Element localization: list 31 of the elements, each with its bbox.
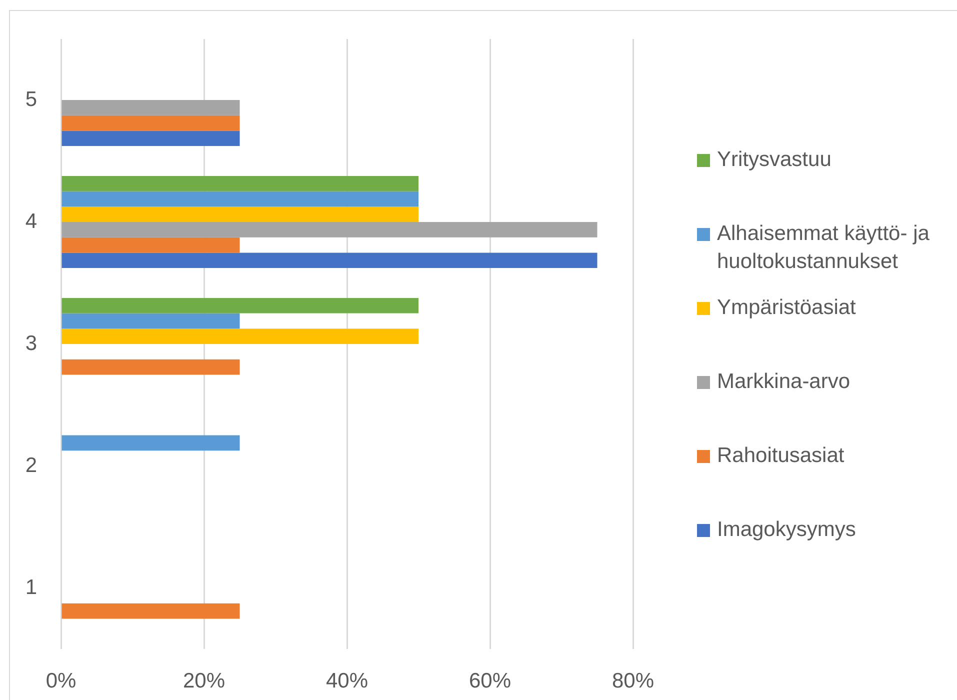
x-tick-label: 20% xyxy=(182,669,226,692)
bar xyxy=(62,222,598,238)
y-tick-label: 5 xyxy=(25,88,37,111)
bar xyxy=(62,359,240,375)
bar xyxy=(62,191,418,207)
bar xyxy=(62,237,240,253)
bar xyxy=(62,328,418,344)
x-tick-label: 40% xyxy=(326,669,368,692)
bar xyxy=(62,603,240,619)
legend-label: Alhaisemmat käyttö- ja huoltokustannukset xyxy=(717,221,930,275)
bar xyxy=(62,130,240,146)
legend-label: Markkina-arvo xyxy=(717,369,852,395)
bar xyxy=(62,176,418,192)
legend-label: Rahoitusasiat xyxy=(717,443,846,469)
x-tick-label: 80% xyxy=(612,669,654,692)
y-tick-label: 1 xyxy=(25,576,37,599)
bar xyxy=(62,115,240,131)
bar xyxy=(62,100,240,116)
y-tick-label: 3 xyxy=(25,332,37,355)
x-tick-label: 60% xyxy=(468,669,512,692)
legend-label: Imagokysymys xyxy=(717,517,857,543)
y-tick-label: 4 xyxy=(25,210,38,233)
x-tick-label: 0% xyxy=(46,669,76,692)
bar xyxy=(62,252,598,268)
y-tick-label: 2 xyxy=(25,454,37,477)
legend-label: Ympäristöasiat xyxy=(717,295,857,321)
bar xyxy=(62,206,418,222)
legend-label: Yritysvastuu xyxy=(717,147,832,173)
bar xyxy=(62,313,240,329)
bar xyxy=(62,435,240,451)
bar xyxy=(62,298,418,314)
